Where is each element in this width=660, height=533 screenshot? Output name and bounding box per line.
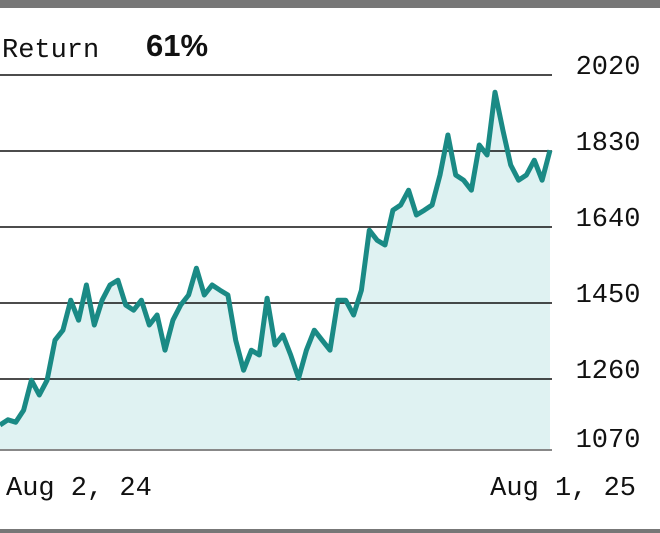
y-tick-label: 1450 bbox=[576, 281, 641, 311]
bottom-bar bbox=[0, 529, 660, 533]
x-tick-label: Aug 2, 24 bbox=[6, 474, 152, 504]
y-tick-label: 1070 bbox=[576, 426, 641, 456]
x-tick-label: Aug 1, 25 bbox=[490, 474, 636, 504]
y-tick-label: 1260 bbox=[576, 357, 641, 387]
top-bar bbox=[0, 0, 660, 8]
return-value: 61% bbox=[146, 28, 208, 63]
chart-title: Return bbox=[2, 36, 99, 66]
price-line bbox=[0, 89, 553, 428]
y-tick-label: 1830 bbox=[576, 129, 641, 159]
area-fill bbox=[0, 92, 550, 450]
y-tick-label: 2020 bbox=[576, 53, 641, 83]
y-tick-label: 1640 bbox=[576, 205, 641, 235]
